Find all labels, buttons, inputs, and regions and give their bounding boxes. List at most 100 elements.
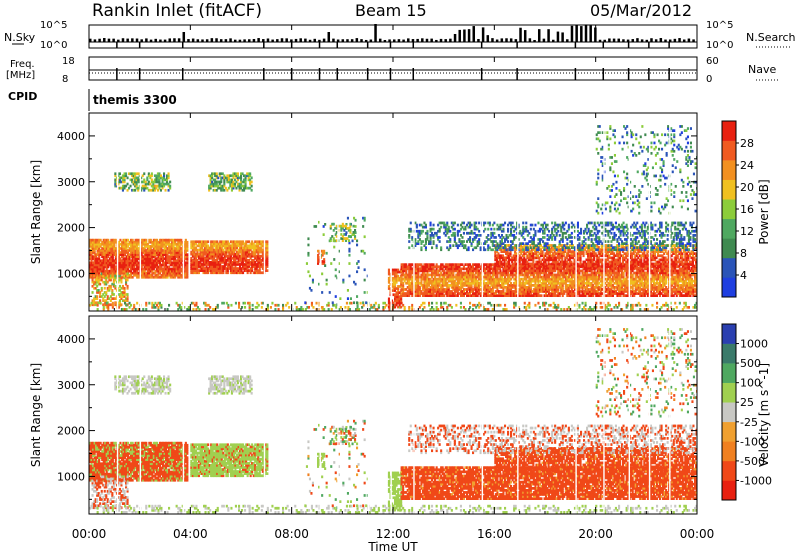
power-cell [243,180,246,184]
nsky-bar [201,39,204,42]
power-cell [231,265,234,268]
power-cell [211,248,214,252]
power-cell [234,261,237,264]
power-cell [538,306,541,309]
power-cell [129,172,132,176]
power-cell [254,240,257,244]
power-cell [240,263,243,266]
power-cell [245,259,248,262]
power-cell [202,248,205,252]
power-cell [131,188,134,192]
power-cell [485,286,488,289]
power-cell [245,267,248,270]
nsky-top-tick: 10^5 [40,20,67,31]
power-cell [235,269,238,272]
power-cell [238,303,241,307]
power-cell [93,263,96,267]
power-cell [252,248,255,252]
power-cell [431,265,434,269]
power-cell [523,294,526,297]
power-cell [510,277,513,281]
power-cell [496,294,499,297]
power-cell [437,273,440,277]
power-cell [446,281,449,285]
power-cell [681,308,684,311]
power-cell [543,281,546,285]
power-cell [99,269,102,273]
power-cell [231,271,234,275]
power-cell [132,188,135,192]
power-cell [156,188,159,192]
power-cell [225,244,228,248]
power-cell [168,238,171,242]
power-cell [243,244,246,248]
power-cell [172,265,175,269]
power-cell [499,273,502,277]
power-cell [572,279,575,283]
power-cell [220,267,223,270]
power-cell [108,263,111,267]
power-cell [561,292,564,295]
power-cell [145,245,148,248]
power-cell [144,184,147,188]
power-cell [150,178,153,182]
power-cell [214,254,217,258]
power-cell [257,265,260,268]
power-cell [260,263,263,266]
power-cell [497,277,500,281]
power-cell [98,267,101,271]
power-cell [108,274,111,278]
power-cell [114,178,117,182]
power-cell [134,249,137,252]
power-cell [414,265,417,269]
power-cell [211,267,214,270]
power-cell [107,238,110,242]
power-cell [663,303,666,307]
power-cell [249,246,252,250]
power-cell [146,242,149,246]
power-cell [431,306,434,309]
power-cell [216,240,219,244]
power-cell [111,245,114,248]
power-cell [196,267,199,270]
power-cell [507,277,510,281]
power-cell [496,271,499,275]
power-cell [546,294,549,297]
power-cell [165,261,168,265]
power-cell [132,174,135,178]
power-cell [222,301,225,305]
power-cell [557,279,560,283]
power-cell [158,184,161,188]
power-cell [232,261,235,264]
power-cell [519,263,522,266]
power-cell [149,240,152,244]
power-cell [499,279,502,283]
power-cell [414,267,417,271]
power-cell [260,242,263,246]
power-cell [122,238,125,242]
power-cell [251,240,254,244]
power-cell [108,247,111,250]
power-cell [126,182,129,186]
power-cell [504,308,507,311]
power-cell [639,303,642,307]
power-cell [529,286,532,289]
power-cell [246,271,249,275]
power-cell [220,265,223,268]
power-cell [125,280,128,284]
power-cell [178,265,181,269]
power-cell [248,259,251,262]
power-cell [146,178,149,182]
power-cell [450,294,453,297]
power-cell [92,242,95,246]
power-cell [163,238,166,242]
power-cell [127,242,130,246]
nsky-bar [509,38,513,42]
power-cell [264,254,267,258]
power-cell [431,290,434,293]
power-cell [540,290,543,293]
power-cell [496,279,499,283]
power-cell [134,180,137,184]
power-cell [154,255,157,258]
power-cell [542,286,545,289]
